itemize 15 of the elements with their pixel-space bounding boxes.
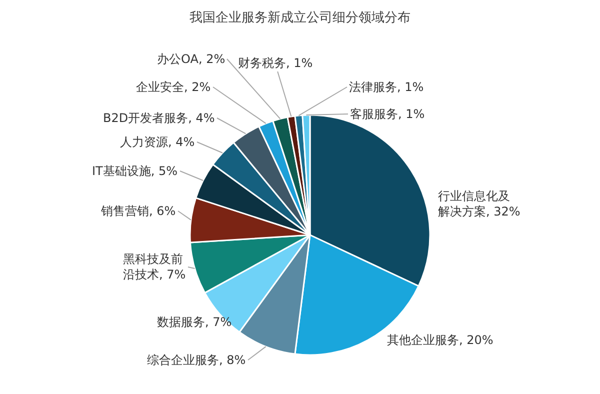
slice-label: B2D开发者服务, 4%	[103, 111, 215, 125]
slice-label: 行业信息化及解决方案, 32%	[438, 189, 520, 219]
slice-label: 黑科技及前沿技术, 7%	[123, 252, 186, 282]
slice-label: 销售营销, 6%	[100, 204, 176, 218]
chart-title: 我国企业服务新成立公司细分领域分布	[190, 10, 410, 26]
slice-label: 客服服务, 1%	[350, 107, 425, 121]
slice-label: 其他企业服务, 20%	[387, 333, 494, 347]
slice-label: 人力资源, 4%	[120, 135, 195, 149]
slice-label: 企业安全, 2%	[136, 80, 211, 94]
slice-label: 财务税务, 1%	[238, 56, 313, 70]
slice-label: 数据服务, 7%	[157, 315, 232, 329]
slice-label: 综合企业服务, 8%	[147, 353, 246, 367]
slice-label: 办公OA, 2%	[157, 52, 226, 66]
slice-label: 法律服务, 1%	[349, 80, 424, 94]
slice-label: IT基础设施, 5%	[92, 164, 178, 178]
